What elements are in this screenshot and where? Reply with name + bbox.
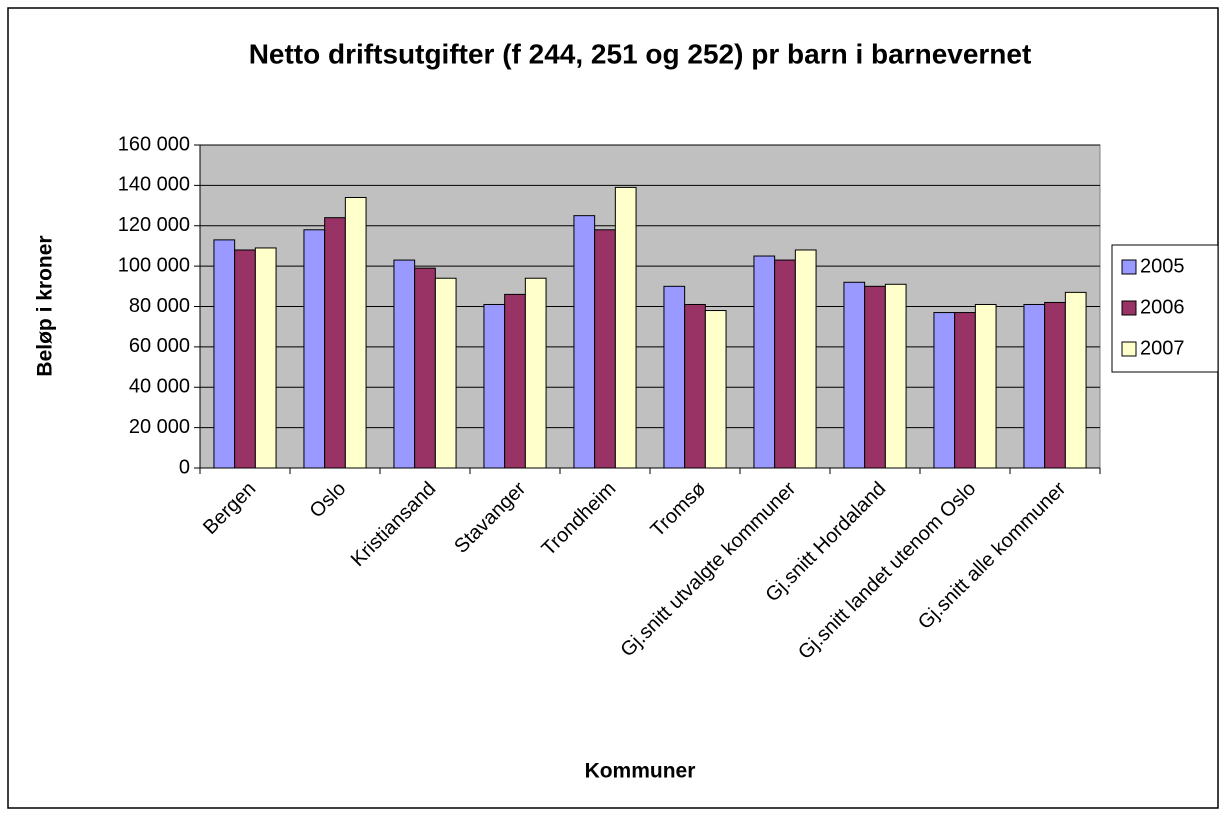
bar — [1023, 303, 1046, 469]
bar — [504, 293, 526, 469]
y-tick-label: 60 000 — [129, 335, 190, 357]
bar — [684, 303, 706, 469]
bar — [974, 303, 997, 469]
bar — [414, 267, 436, 469]
bar — [614, 186, 637, 469]
bar — [524, 277, 547, 469]
legend-swatch — [1121, 259, 1137, 275]
bar — [213, 239, 236, 469]
bar — [573, 215, 596, 469]
bar — [1044, 301, 1066, 469]
bar — [434, 277, 457, 469]
bar — [704, 310, 727, 469]
legend-swatch — [1121, 341, 1137, 357]
x-axis-title: Kommuner — [585, 760, 696, 783]
bar — [594, 229, 616, 469]
bar — [954, 312, 976, 469]
y-tick-label: 0 — [179, 456, 190, 478]
bar — [794, 249, 817, 469]
bar — [483, 303, 506, 469]
legend-label: 2006 — [1140, 296, 1185, 318]
bar — [864, 285, 886, 469]
bar — [324, 217, 346, 469]
y-tick-label: 20 000 — [129, 416, 190, 438]
y-tick-label: 40 000 — [129, 376, 190, 398]
bar — [1064, 291, 1087, 469]
y-tick-label: 80 000 — [129, 295, 190, 317]
bar — [344, 196, 367, 469]
y-tick-label: 100 000 — [118, 254, 190, 276]
bar — [843, 281, 866, 469]
y-tick-label: 120 000 — [118, 214, 190, 236]
legend-label: 2005 — [1140, 255, 1185, 277]
bar — [774, 259, 796, 469]
legend-swatch — [1121, 300, 1137, 316]
bar — [753, 255, 776, 469]
legend-label: 2007 — [1140, 337, 1185, 359]
bar — [254, 247, 277, 469]
y-tick-label: 140 000 — [118, 174, 190, 196]
chart-title: Netto driftsutgifter (f 244, 251 og 252)… — [249, 38, 1032, 69]
bar — [234, 249, 256, 469]
bar — [663, 285, 686, 469]
bar — [393, 259, 416, 469]
bar — [933, 312, 956, 469]
bar — [884, 283, 907, 469]
y-axis-title: Beløp i kroner — [34, 235, 57, 376]
bar — [303, 229, 326, 469]
y-tick-label: 160 000 — [118, 133, 190, 155]
